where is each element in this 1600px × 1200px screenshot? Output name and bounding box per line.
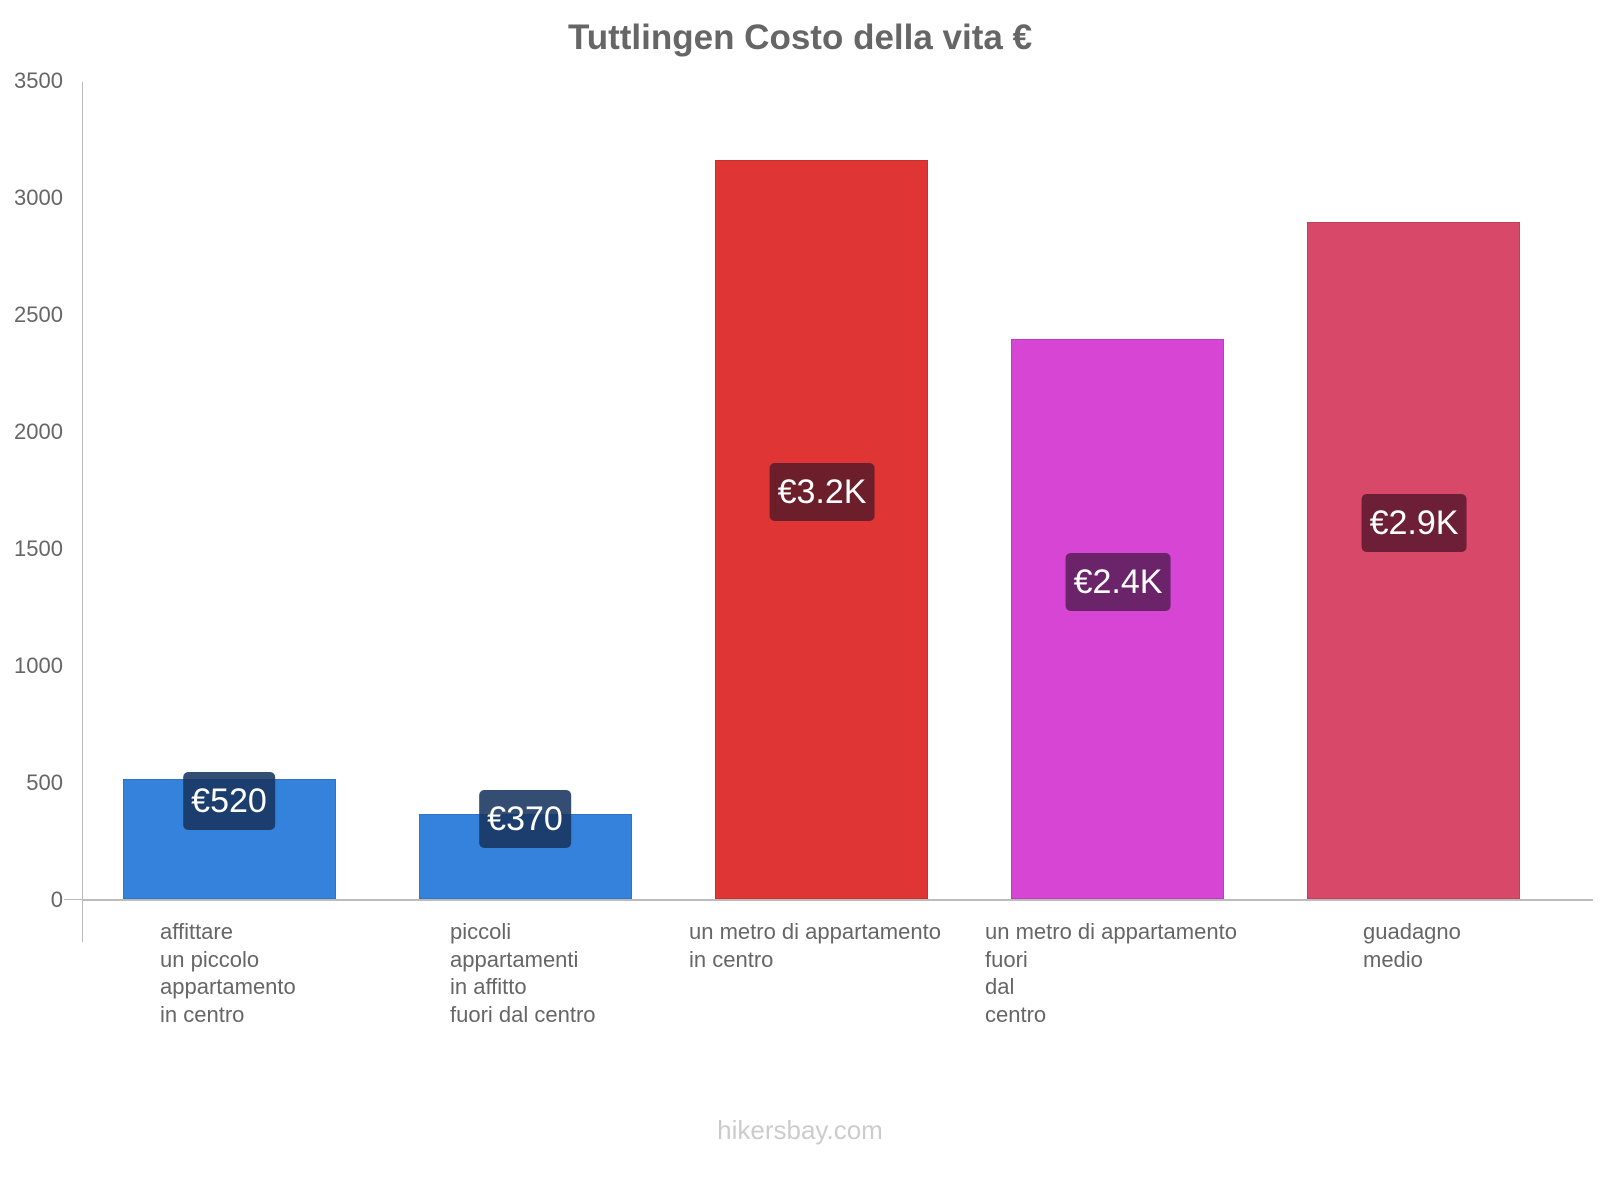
value-label: €520 — [183, 772, 275, 830]
value-label: €3.2K — [769, 463, 875, 521]
chart-title: Tuttlingen Costo della vita € — [567, 18, 1033, 57]
y-tick-label: 2000 — [14, 419, 63, 444]
value-label: €2.9K — [1361, 494, 1467, 552]
category-label: un metro di appartamento fuori dal centr… — [985, 919, 1237, 1027]
y-tick-label: 2500 — [14, 302, 63, 327]
y-tick-mark — [64, 899, 82, 900]
bar-sqm-apartment-outside-center[interactable] — [1011, 339, 1224, 899]
bar-average-salary[interactable] — [1307, 222, 1520, 899]
category-label: affittare un piccolo appartamento in cen… — [160, 919, 296, 1027]
y-tick-label: 3500 — [14, 68, 63, 93]
value-label: €2.4K — [1065, 553, 1171, 611]
y-tick-label: 3000 — [14, 185, 63, 210]
y-tick-label: 0 — [50, 887, 63, 912]
source-watermark: hikersbay.com — [717, 1115, 883, 1145]
value-label: €370 — [479, 790, 571, 848]
category-label: un metro di appartamento in centro — [689, 919, 941, 972]
y-tick-label: 1500 — [14, 536, 63, 561]
y-tick-label: 1000 — [14, 653, 63, 678]
bar-sqm-apartment-center[interactable] — [715, 160, 928, 899]
y-axis-line — [82, 82, 83, 942]
category-label: piccoli appartamenti in affitto fuori da… — [450, 919, 596, 1027]
category-label: guadagno medio — [1363, 919, 1461, 972]
y-tick-label: 500 — [26, 770, 63, 795]
x-axis-line — [82, 899, 1593, 901]
